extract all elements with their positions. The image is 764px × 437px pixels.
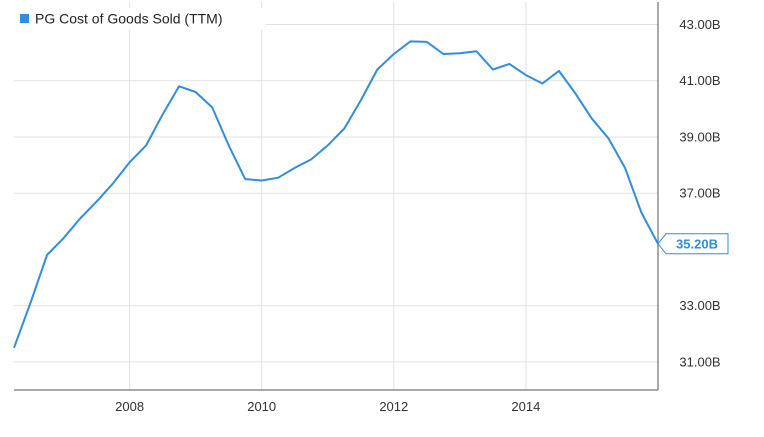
x-tick-label: 2008 [115, 399, 144, 414]
legend-background [14, 8, 266, 30]
legend: PG Cost of Goods Sold (TTM) [14, 8, 266, 30]
y-tick-label: 43.00B [679, 17, 720, 32]
tick-layer: 43.00B 41.00B 39.00B 37.00B 33.00B 31.00B 2008… [115, 17, 720, 414]
legend-swatch [20, 14, 29, 23]
series-layer [13, 40, 659, 349]
y-tick-label: 33.00B [679, 298, 720, 313]
last-value-label: 35.20B [676, 236, 718, 251]
x-tick-label: 2010 [247, 399, 276, 414]
last-value-marker: 35.20B [657, 233, 729, 255]
x-tick-label: 2014 [511, 399, 540, 414]
y-tick-label: 37.00B [679, 186, 720, 201]
y-tick-label: 31.00B [679, 354, 720, 369]
y-tick-label: 41.00B [679, 73, 720, 88]
axes-layer [14, 2, 659, 391]
last-value-box [657, 233, 729, 255]
grid-layer [14, 2, 658, 390]
x-tick-label: 2012 [379, 399, 408, 414]
series-line [13, 40, 659, 349]
y-tick-label: 39.00B [679, 129, 720, 144]
legend-label: PG Cost of Goods Sold (TTM) [35, 11, 223, 27]
